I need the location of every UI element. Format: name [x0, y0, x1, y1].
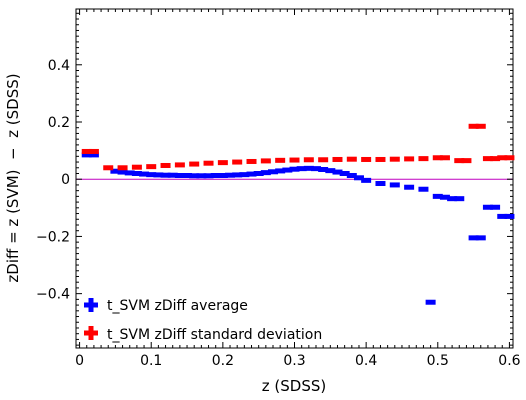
- legend-entry-average: t_SVM zDiff average: [84, 298, 248, 314]
- x-tick-label: 0.2: [212, 353, 234, 369]
- legend-entry-stddev: t_SVM zDiff standard deviation: [84, 326, 322, 343]
- y-axis: −0.4 −0.2 0 0.2 0.4: [36, 12, 513, 346]
- y-tick-label: 0.2: [48, 115, 70, 131]
- legend-marker-average: [84, 298, 98, 312]
- series-0: [81, 152, 515, 305]
- x-tick-label: 0.4: [355, 353, 377, 369]
- y-tick-label: 0: [61, 172, 70, 188]
- x-tick-label: 0.1: [140, 353, 162, 369]
- x-tick-label: 0.3: [283, 353, 305, 369]
- x-tick-label: 0.6: [498, 353, 520, 369]
- x-axis: 0 0.1 0.2 0.3 0.4 0.5 0.6: [75, 9, 521, 369]
- y-tick-label: −0.2: [36, 229, 70, 245]
- x-axis-label: z (SDSS): [262, 377, 326, 395]
- series-1: [81, 123, 515, 171]
- y-tick-label: −0.4: [36, 287, 70, 303]
- legend-label-stddev: t_SVM zDiff standard deviation: [107, 327, 322, 343]
- legend: t_SVM zDiff average t_SVM zDiff standard…: [84, 298, 322, 343]
- x-tick-label: 0.5: [427, 353, 449, 369]
- legend-marker-stddev: [84, 326, 98, 340]
- plot-area: [75, 8, 514, 349]
- y-tick-label: 0.4: [48, 58, 70, 74]
- x-tick-label: 0: [75, 353, 84, 369]
- series-layer: [81, 123, 515, 305]
- y-axis-label: zDiff = z (SVM) − z (SDSS): [4, 73, 22, 282]
- legend-label-average: t_SVM zDiff average: [107, 298, 248, 314]
